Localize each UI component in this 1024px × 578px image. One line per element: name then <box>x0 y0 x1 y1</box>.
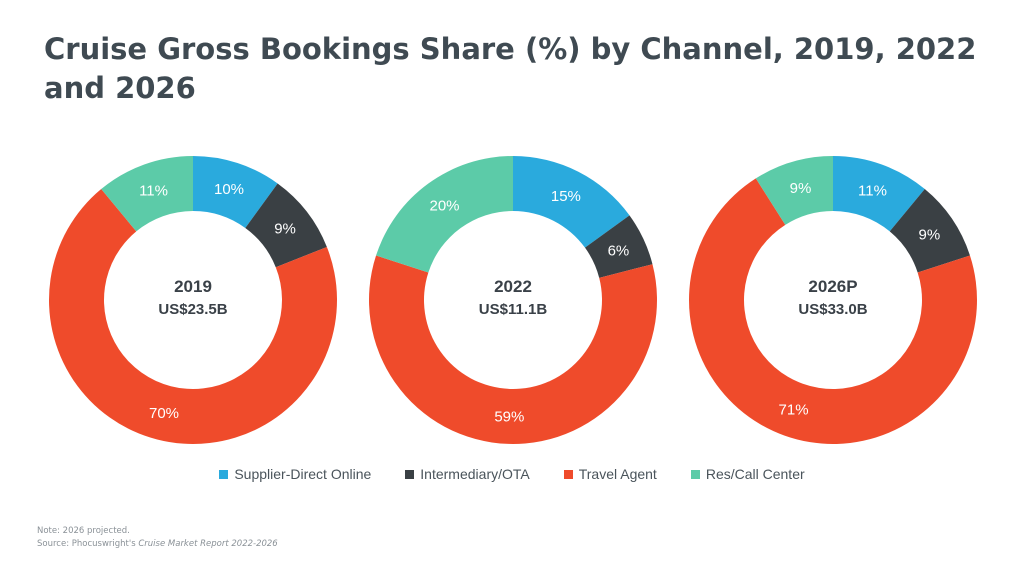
donut-slice-call-center <box>101 156 193 232</box>
legend-item: Supplier-Direct Online <box>219 466 371 482</box>
legend-item: Travel Agent <box>563 466 657 482</box>
donut-slice-call-center <box>376 156 513 273</box>
donut-center-value: US$11.1B <box>479 301 548 318</box>
slice-label: 6% <box>608 242 630 259</box>
legend-swatch-supplier-direct <box>219 469 229 479</box>
slice-label: 15% <box>551 188 581 205</box>
slice-label: 20% <box>430 198 460 215</box>
legend-label: Intermediary/OTA <box>420 466 530 482</box>
legend-label: Supplier-Direct Online <box>234 466 372 482</box>
donut-slice-intermediary <box>585 215 653 278</box>
slice-label: 9% <box>919 227 941 244</box>
donut-center-value: US$23.5B <box>158 301 227 318</box>
donut-center-value: US$33.0B <box>798 301 867 318</box>
legend-label: Travel Agent <box>578 466 657 482</box>
chart-title: Cruise Gross Bookings Share (%) by Chann… <box>44 32 977 105</box>
slice-label: 9% <box>790 180 812 197</box>
donut-slice-travel-agent <box>368 255 657 444</box>
donut-chart-2026p: 11% 9% 71% 9% 2026P US$33.0B <box>688 156 977 444</box>
legend: Supplier-Direct Online Intermediary/OTA … <box>0 466 1024 482</box>
note: Note: 2026 projected. <box>37 526 130 536</box>
donut-slice-travel-agent <box>49 189 338 444</box>
legend-item: Res/Call Center <box>690 466 805 482</box>
legend-swatch-call-center <box>690 469 700 479</box>
slice-label: 9% <box>274 221 296 238</box>
legend-swatch-intermediary <box>405 469 415 479</box>
donut-chart-2019: 10% 9% 70% 11% 2019 US$23.5B <box>49 156 338 444</box>
donut-slice-intermediary <box>245 183 327 268</box>
legend-swatch-travel-agent <box>563 469 573 479</box>
source-note: Source: Phocuswright's Cruise Market Rep… <box>37 539 278 549</box>
source-prefix: Source: Phocuswright's <box>37 539 136 549</box>
slice-label: 10% <box>214 181 244 198</box>
slice-label: 71% <box>779 402 809 419</box>
donut-slice-supplier-direct <box>833 156 925 232</box>
slice-label: 11% <box>858 182 887 199</box>
donut-center-year: 2022 <box>494 277 532 296</box>
source-report: Cruise Market Report 2022-2026 <box>138 539 278 549</box>
slice-label: 59% <box>494 408 524 425</box>
legend-label: Res/Call Center <box>705 466 805 482</box>
slice-label: 11% <box>139 182 168 199</box>
donut-center-year: 2019 <box>174 277 212 296</box>
donut-slice-supplier-direct <box>513 156 630 248</box>
donut-slice-intermediary <box>889 189 970 273</box>
donut-chart-2022: 15% 6% 59% 20% 2022 US$11.1B <box>368 156 657 444</box>
slice-label: 70% <box>149 405 179 422</box>
legend-item: Intermediary/OTA <box>405 466 530 482</box>
donut-slice-call-center <box>755 156 833 225</box>
donut-slice-travel-agent <box>688 178 977 444</box>
donut-slice-supplier-direct <box>193 156 278 228</box>
donut-center-year: 2026P <box>808 277 857 296</box>
